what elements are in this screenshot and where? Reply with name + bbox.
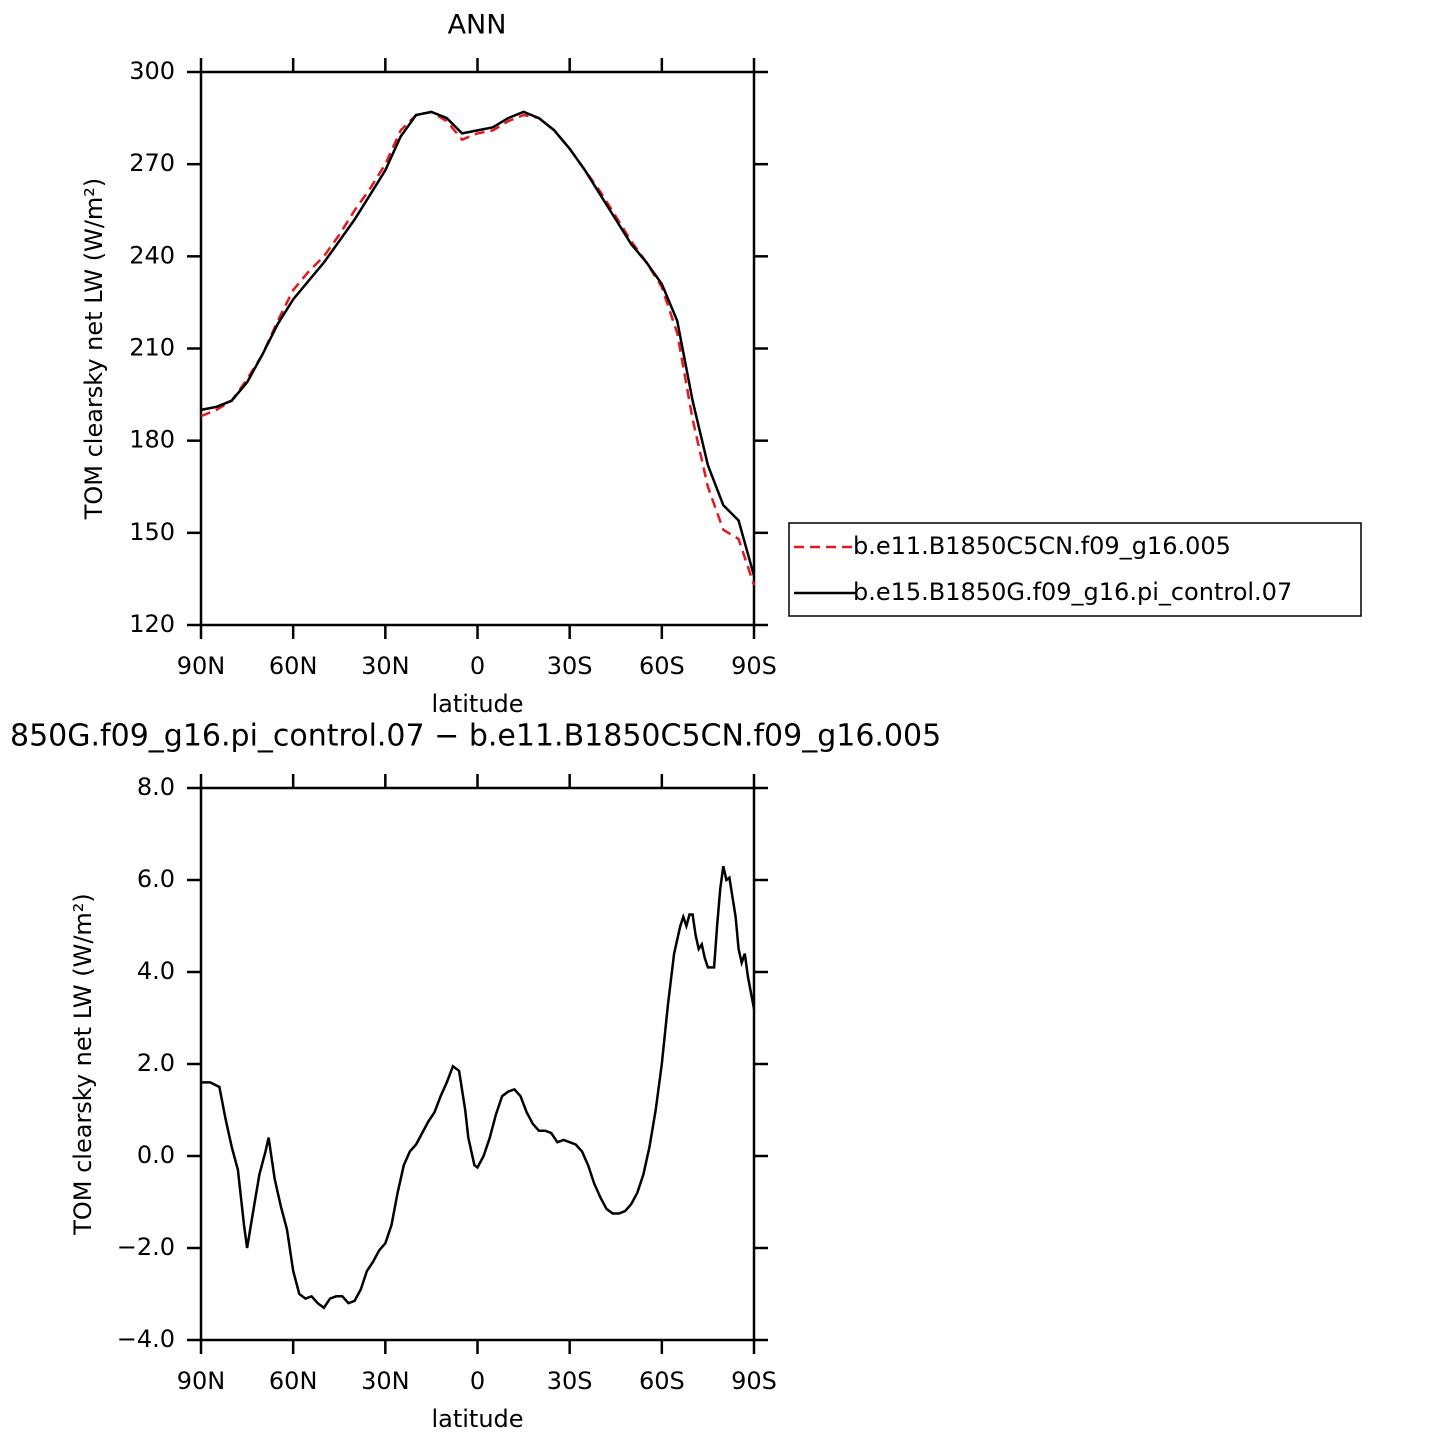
legend-label: b.e15.B1850G.f09_g16.pi_control.07	[853, 578, 1292, 606]
plot-frame	[199, 786, 756, 1342]
x-tick-label: 90S	[731, 1367, 777, 1395]
plot-frame	[199, 70, 756, 627]
line-series	[200, 110, 756, 577]
legend-label: b.e11.B1850C5CN.f09_g16.005	[853, 532, 1231, 560]
x-tick-label: 90S	[731, 652, 777, 680]
chart-title: ANN	[448, 10, 507, 41]
y-tick-label: 2.0	[137, 1049, 175, 1077]
y-tick-label: −2.0	[117, 1233, 175, 1261]
x-tick-label: 90N	[177, 652, 226, 680]
x-tick-label: 0	[470, 652, 485, 680]
x-tick-label: 30S	[547, 652, 593, 680]
y-tick-label: 210	[129, 334, 175, 362]
y-tick-label: 0.0	[137, 1141, 175, 1169]
y-tick-label: 270	[129, 149, 175, 177]
x-tick-label: 60N	[269, 1367, 318, 1395]
y-tick-label: 300	[129, 57, 175, 85]
x-tick-label: 30N	[361, 652, 410, 680]
x-tick-label: 30S	[547, 1367, 593, 1395]
y-tick-label: −4.0	[117, 1325, 175, 1353]
x-axis-label: latitude	[431, 1405, 523, 1433]
y-axis-label: TOM clearsky net LW (W/m²)	[69, 893, 97, 1236]
y-tick-label: 240	[129, 241, 175, 269]
y-tick-label: 150	[129, 518, 175, 546]
x-tick-label: 60N	[269, 652, 318, 680]
x-tick-label: 60S	[639, 1367, 685, 1395]
y-tick-label: 6.0	[137, 865, 175, 893]
y-tick-label: 8.0	[137, 773, 175, 801]
y-tick-label: 120	[129, 610, 175, 638]
line-series	[200, 110, 756, 586]
line-series	[201, 865, 756, 1310]
y-tick-label: 180	[129, 426, 175, 454]
x-tick-label: 60S	[639, 652, 685, 680]
x-tick-label: 30N	[361, 1367, 410, 1395]
x-tick-label: 0	[470, 1367, 485, 1395]
y-tick-label: 4.0	[137, 957, 175, 985]
x-axis-label: latitude	[431, 690, 523, 718]
legend-box	[788, 522, 1362, 617]
y-axis-label: TOM clearsky net LW (W/m²)	[80, 178, 108, 521]
chart-title: 850G.f09_g16.pi_control.07 − b.e11.B1850…	[10, 719, 941, 754]
x-tick-label: 90N	[177, 1367, 226, 1395]
